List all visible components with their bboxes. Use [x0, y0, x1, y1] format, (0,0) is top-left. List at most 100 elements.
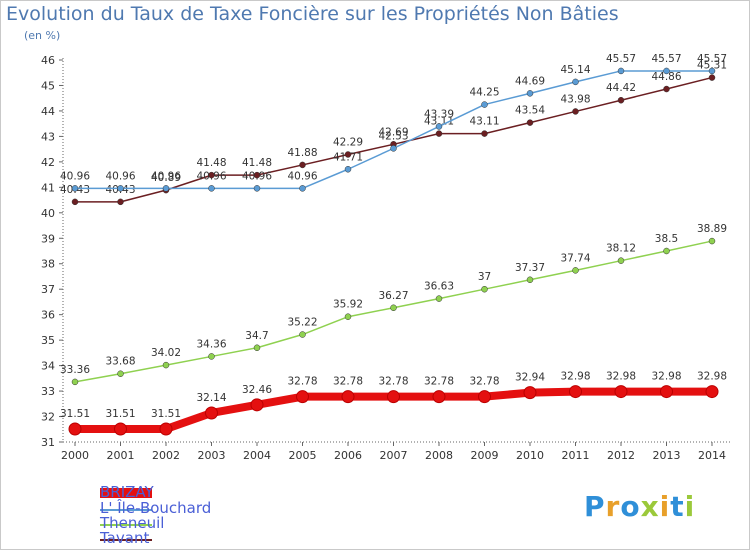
x-tick-label-2008: 2008 [425, 449, 453, 462]
point-l-le-bouchard-2001 [117, 185, 124, 192]
data-label-brizay-2011: 32.98 [560, 371, 590, 383]
data-label-brizay-2001: 31.51 [105, 408, 135, 420]
point-brizay-2003 [205, 406, 218, 420]
point-l-le-bouchard-2010 [526, 90, 534, 97]
point-brizay-2011 [569, 385, 582, 399]
point-theneuil-2002 [162, 361, 170, 369]
data-label-l-le-bouchard-2010: 44.69 [515, 75, 545, 87]
point-tavant-2011 [572, 108, 579, 115]
y-tick-label-40: 40 [41, 207, 55, 220]
data-label-brizay-2013: 32.98 [651, 371, 681, 383]
data-label-l-le-bouchard-2005: 40.96 [287, 170, 317, 182]
point-tavant-2005 [299, 161, 306, 169]
point-tavant-2001 [117, 198, 124, 206]
data-label-brizay-2014: 32.98 [697, 371, 727, 383]
x-tick-label-2012: 2012 [607, 449, 635, 462]
y-tick-label-43: 43 [41, 130, 55, 143]
point-l-le-bouchard-2008 [435, 123, 443, 130]
data-label-tavant-2011: 43.98 [560, 93, 590, 105]
data-label-theneuil-2007: 36.27 [378, 290, 408, 302]
point-brizay-2009 [478, 390, 491, 404]
point-brizay-2008 [432, 390, 446, 404]
point-theneuil-2007 [390, 304, 397, 312]
x-tick-label-2010: 2010 [516, 449, 544, 462]
point-theneuil-2013 [663, 247, 670, 255]
data-label-brizay-2012: 32.98 [606, 371, 636, 383]
legend-swatch-brizay [100, 488, 152, 498]
data-label-tavant-2012: 44.42 [606, 82, 636, 94]
point-l-le-bouchard-2012 [617, 67, 625, 75]
x-tick-label-2011: 2011 [562, 449, 590, 462]
point-theneuil-2008 [435, 295, 443, 302]
brand-logo: Proxiti [584, 490, 696, 523]
point-tavant-2000 [71, 198, 79, 206]
data-label-theneuil-2008: 36.63 [424, 281, 454, 293]
point-brizay-2007 [387, 390, 400, 404]
point-l-le-bouchard-2014 [708, 67, 716, 75]
data-label-l-le-bouchard-2000: 40.96 [60, 170, 90, 182]
data-label-theneuil-2006: 35.92 [333, 299, 363, 311]
x-tick-label-2009: 2009 [471, 449, 499, 462]
data-label-brizay-2000: 31.51 [60, 408, 90, 420]
legend-swatch-theneuil [100, 524, 152, 526]
data-label-l-le-bouchard-2011: 45.14 [560, 64, 590, 76]
y-tick-label-44: 44 [41, 105, 55, 118]
data-label-tavant-2014: 45.31 [697, 60, 727, 72]
point-theneuil-2012 [617, 257, 625, 264]
point-l-le-bouchard-2006 [344, 166, 352, 173]
data-label-theneuil-2009: 37 [478, 271, 491, 283]
point-theneuil-2000 [71, 378, 79, 386]
y-tick-label-33: 33 [41, 385, 55, 398]
point-brizay-2002 [159, 422, 173, 436]
y-tick-label-37: 37 [41, 283, 55, 296]
y-tick-label-36: 36 [41, 309, 55, 322]
legend-label-theneuil: Theneuil [100, 514, 165, 532]
x-tick-label-2006: 2006 [334, 449, 362, 462]
data-label-l-le-bouchard-2004: 40.96 [242, 170, 272, 182]
data-label-theneuil-2001: 33.68 [105, 356, 135, 368]
point-theneuil-2006 [344, 313, 352, 320]
point-l-le-bouchard-2000 [71, 185, 79, 192]
point-theneuil-2004 [253, 344, 261, 352]
point-l-le-bouchard-2013 [663, 67, 670, 75]
data-label-theneuil-2014: 38.89 [697, 223, 727, 235]
point-brizay-2001 [114, 422, 127, 436]
x-tick-label-2000: 2000 [61, 449, 89, 462]
x-tick-label-2002: 2002 [152, 449, 180, 462]
data-label-tavant-2010: 43.54 [515, 105, 545, 117]
point-tavant-2010 [526, 119, 534, 126]
legend-swatch-ile-bouchard [100, 509, 152, 511]
data-label-theneuil-2002: 34.02 [151, 347, 181, 359]
legend-label-brizay: BRIZAY [100, 483, 154, 501]
legend-label-ile-bouchard: L' Île-Bouchard [100, 499, 212, 517]
data-label-tavant-2002: 40.89 [151, 172, 181, 184]
point-theneuil-2014 [708, 237, 716, 245]
point-brizay-2006 [341, 390, 355, 404]
point-l-le-bouchard-2003 [208, 185, 215, 192]
point-brizay-2005 [296, 390, 309, 404]
point-theneuil-2001 [117, 370, 124, 377]
data-label-brizay-2010: 32.94 [515, 372, 545, 384]
data-label-tavant-2007: 42.69 [378, 126, 408, 138]
data-label-l-le-bouchard-2014: 45.57 [697, 53, 727, 65]
data-label-brizay-2006: 32.78 [333, 376, 363, 388]
y-tick-label-45: 45 [41, 79, 55, 92]
data-label-theneuil-2010: 37.37 [515, 262, 545, 274]
unit-label: (en %) [24, 29, 61, 42]
data-label-theneuil-2004: 34.7 [245, 330, 268, 342]
point-theneuil-2010 [526, 276, 534, 284]
x-tick-label-2003: 2003 [198, 449, 226, 462]
legend-label-tavant: Tavant [100, 529, 150, 547]
data-label-theneuil-2012: 38.12 [606, 243, 636, 255]
point-theneuil-2005 [299, 331, 306, 338]
data-label-l-le-bouchard-2012: 45.57 [606, 53, 636, 65]
point-l-le-bouchard-2009 [481, 101, 488, 108]
data-label-tavant-2006: 42.29 [333, 136, 363, 148]
y-tick-label-32: 32 [41, 411, 55, 424]
data-label-brizay-2003: 32.14 [196, 392, 226, 404]
data-label-l-le-bouchard-2007: 42.53 [378, 130, 408, 142]
data-label-theneuil-2000: 33.36 [60, 364, 90, 376]
y-tick-label-42: 42 [41, 156, 55, 169]
point-l-le-bouchard-2007 [390, 145, 397, 152]
y-tick-label-39: 39 [41, 232, 55, 245]
